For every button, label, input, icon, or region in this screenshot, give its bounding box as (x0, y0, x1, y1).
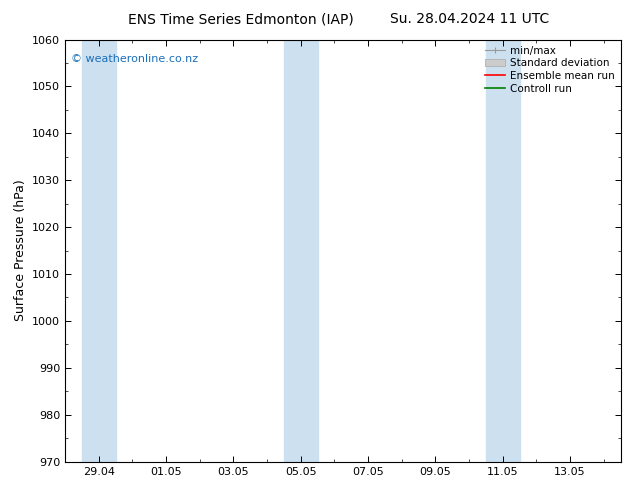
Bar (284, 40, 318, 462)
Text: © weatheronline.co.nz: © weatheronline.co.nz (70, 54, 198, 64)
Text: ENS Time Series Edmonton (IAP): ENS Time Series Edmonton (IAP) (128, 12, 354, 26)
Bar (486, 40, 519, 462)
Legend: min/max, Standard deviation, Ensemble mean run, Controll run: min/max, Standard deviation, Ensemble me… (481, 43, 618, 97)
Y-axis label: Surface Pressure (hPa): Surface Pressure (hPa) (13, 180, 27, 321)
Bar (82, 40, 115, 462)
Text: Su. 28.04.2024 11 UTC: Su. 28.04.2024 11 UTC (389, 12, 549, 26)
